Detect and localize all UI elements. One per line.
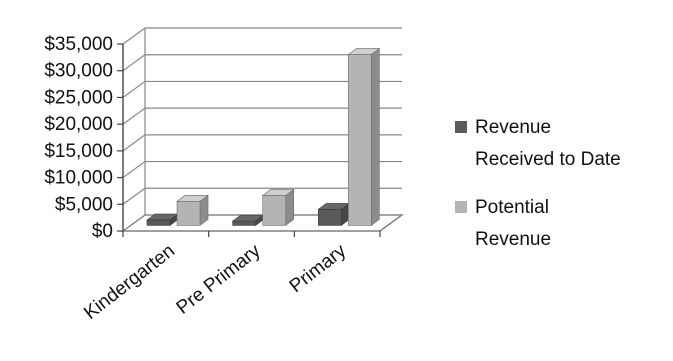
y-tick-label: $20,000 [44, 114, 113, 135]
bar-front [146, 219, 171, 226]
legend-label: Received to Date [475, 149, 621, 170]
gridline-side [122, 214, 146, 232]
x-category-label: Pre Primary [173, 240, 265, 319]
bar-front [262, 195, 287, 226]
y-tick-label: $30,000 [44, 61, 113, 82]
bar-front [318, 209, 342, 226]
legend-swatch [455, 121, 467, 133]
gridline-side [122, 54, 146, 72]
legend-swatch [455, 201, 467, 213]
y-tick-label: $0 [92, 221, 113, 242]
legend-label: Revenue [475, 229, 551, 250]
gridline-side [122, 161, 146, 179]
y-tick-label: $25,000 [44, 87, 113, 108]
gridline-side [122, 134, 146, 152]
bar [317, 202, 351, 226]
bar-front [348, 54, 372, 226]
y-tick-label: $15,000 [44, 141, 113, 162]
labels-layer: $0 $5,000 $10,000 $15,000 $20,000 $25,000 $30,… [44, 34, 350, 324]
bar [146, 213, 179, 226]
y-tick-label: $5,000 [55, 194, 113, 215]
legend-label: Revenue [475, 117, 551, 138]
x-category-label: Kindergarten [80, 240, 179, 324]
bars-layer [146, 47, 381, 226]
y-tick-label: $35,000 [44, 34, 113, 55]
bar-front [176, 201, 201, 226]
gridline-side [122, 80, 146, 98]
y-tick-label: $10,000 [44, 168, 113, 189]
bar [231, 214, 265, 226]
axis-layer [117, 43, 381, 237]
gridline-side [122, 107, 146, 125]
bar [261, 188, 295, 226]
bar-front [232, 220, 256, 226]
bar [347, 47, 381, 226]
bar [176, 194, 209, 226]
gridline-side [122, 27, 146, 45]
bar-side [371, 47, 380, 226]
legend-label: Potential [475, 197, 549, 218]
x-category-label: Primary [286, 240, 351, 297]
gridline-side [122, 187, 146, 205]
legend: Revenue Received to Date Potential Revenue [455, 117, 621, 250]
